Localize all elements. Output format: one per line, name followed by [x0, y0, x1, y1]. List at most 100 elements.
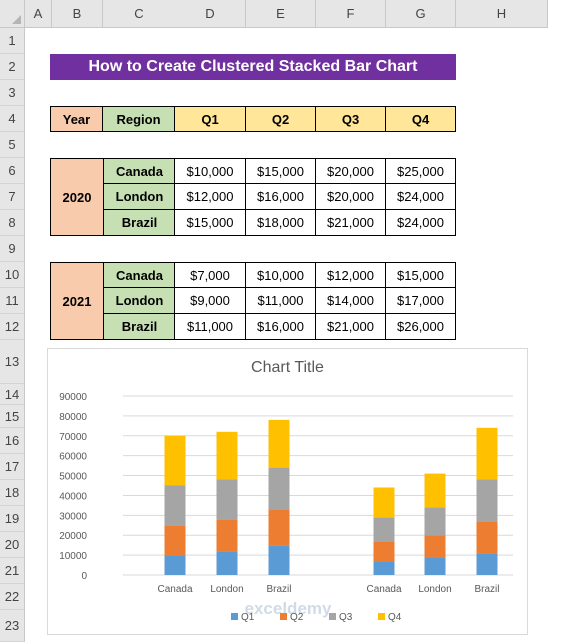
legend-label-q1: Q1 [241, 612, 255, 623]
y-tick-label: 10000 [59, 551, 87, 562]
value-cell[interactable]: $16,000 [245, 183, 316, 210]
value-cell[interactable]: $20,000 [315, 158, 386, 184]
row-header-6[interactable]: 6 [0, 158, 25, 184]
row-header-12[interactable]: 12 [0, 314, 25, 340]
column-header-d[interactable]: D [175, 0, 246, 28]
value-cell[interactable]: $25,000 [385, 158, 456, 184]
value-cell[interactable]: $24,000 [385, 209, 456, 236]
legend-swatch-q4 [378, 613, 385, 620]
bar-q3 [424, 507, 446, 536]
column-header-h[interactable]: H [456, 0, 548, 28]
bar-q4 [476, 427, 498, 480]
y-tick-label: 70000 [59, 432, 87, 443]
header-cell-q1[interactable]: Q1 [174, 106, 246, 132]
row-header-13[interactable]: 13 [0, 340, 25, 384]
row-header-1[interactable]: 1 [0, 28, 25, 54]
sheet-title: How to Create Clustered Stacked Bar Char… [50, 54, 456, 80]
row-header-2[interactable]: 2 [0, 54, 25, 80]
row-header-8[interactable]: 8 [0, 210, 25, 236]
value-cell[interactable]: $12,000 [174, 183, 246, 210]
bar-q1 [268, 545, 290, 575]
bar-q3 [373, 517, 395, 542]
row-header-7[interactable]: 7 [0, 184, 25, 210]
y-tick-label: 90000 [59, 392, 87, 403]
row-header-21[interactable]: 21 [0, 558, 25, 584]
row-header-14[interactable]: 14 [0, 384, 25, 405]
value-cell[interactable]: $9,000 [174, 287, 246, 314]
legend-label-q4: Q4 [388, 612, 402, 623]
legend-label-q2: Q2 [290, 612, 304, 623]
header-cell-q3[interactable]: Q3 [315, 106, 386, 132]
x-tick-label: London [418, 584, 451, 595]
region-cell[interactable]: Canada [103, 158, 176, 184]
region-cell[interactable]: Brazil [103, 209, 176, 236]
chart-title[interactable]: Chart Title [251, 359, 324, 376]
value-cell[interactable]: $21,000 [315, 209, 386, 236]
bar-q1 [164, 555, 186, 575]
row-header-3[interactable]: 3 [0, 80, 25, 106]
value-cell[interactable]: $21,000 [315, 313, 386, 340]
legend-swatch-q3 [329, 613, 336, 620]
y-tick-label: 50000 [59, 472, 87, 483]
column-header-e[interactable]: E [246, 0, 316, 28]
value-cell[interactable]: $16,000 [245, 313, 316, 340]
region-cell[interactable]: London [103, 287, 176, 314]
bar-q1 [373, 561, 395, 575]
row-header-16[interactable]: 16 [0, 428, 25, 454]
value-cell[interactable]: $14,000 [315, 287, 386, 314]
region-cell[interactable]: London [103, 183, 176, 210]
x-tick-label: Canada [157, 584, 192, 595]
y-tick-label: 80000 [59, 412, 87, 423]
value-cell[interactable]: $10,000 [174, 158, 246, 184]
row-header-4[interactable]: 4 [0, 106, 25, 132]
row-header-15[interactable]: 15 [0, 405, 25, 428]
select-all-corner[interactable] [0, 0, 25, 28]
header-cell-q2[interactable]: Q2 [245, 106, 316, 132]
value-cell[interactable]: $7,000 [174, 262, 246, 288]
row-header-23[interactable]: 23 [0, 610, 25, 642]
value-cell[interactable]: $15,000 [174, 209, 246, 236]
value-cell[interactable]: $11,000 [174, 313, 246, 340]
row-header-11[interactable]: 11 [0, 288, 25, 314]
bar-q4 [164, 435, 186, 486]
value-cell[interactable]: $18,000 [245, 209, 316, 236]
legend-label-q3: Q3 [339, 612, 353, 623]
header-cell-q4[interactable]: Q4 [385, 106, 456, 132]
legend-swatch-q2 [280, 613, 287, 620]
row-header-20[interactable]: 20 [0, 532, 25, 558]
x-tick-label: Canada [366, 584, 401, 595]
value-cell[interactable]: $12,000 [315, 262, 386, 288]
column-header-c[interactable]: C [103, 0, 176, 28]
clustered-stacked-chart[interactable]: Chart Title 0 10000 20000 30000 40000 50000 60… [47, 348, 528, 635]
row-header-18[interactable]: 18 [0, 480, 25, 506]
row-header-10[interactable]: 10 [0, 262, 25, 288]
row-header-22[interactable]: 22 [0, 584, 25, 610]
column-header-f[interactable]: F [316, 0, 386, 28]
value-cell[interactable]: $10,000 [245, 262, 316, 288]
year-cell-2021[interactable]: 2021 [50, 262, 104, 340]
bar-q3 [164, 485, 186, 526]
value-cell[interactable]: $11,000 [245, 287, 316, 314]
header-cell-region[interactable]: Region [102, 106, 175, 132]
column-header-g[interactable]: G [386, 0, 456, 28]
region-cell[interactable]: Canada [103, 262, 176, 288]
value-cell[interactable]: $26,000 [385, 313, 456, 340]
column-header-b[interactable]: B [52, 0, 103, 28]
row-header-19[interactable]: 19 [0, 506, 25, 532]
value-cell[interactable]: $20,000 [315, 183, 386, 210]
row-header-9[interactable]: 9 [0, 236, 25, 262]
value-cell[interactable]: $15,000 [385, 262, 456, 288]
header-cell-year[interactable]: Year [50, 106, 103, 132]
row-header-17[interactable]: 17 [0, 454, 25, 480]
region-cell[interactable]: Brazil [103, 313, 176, 340]
row-header-5[interactable]: 5 [0, 132, 25, 158]
column-header-a[interactable]: A [25, 0, 52, 28]
bar-q2 [424, 535, 446, 558]
bar-q2 [216, 519, 238, 552]
value-cell[interactable]: $17,000 [385, 287, 456, 314]
year-cell-2020[interactable]: 2020 [50, 158, 104, 236]
x-tick-label: Brazil [266, 584, 291, 595]
value-cell[interactable]: $15,000 [245, 158, 316, 184]
bar-q2 [268, 509, 290, 546]
value-cell[interactable]: $24,000 [385, 183, 456, 210]
